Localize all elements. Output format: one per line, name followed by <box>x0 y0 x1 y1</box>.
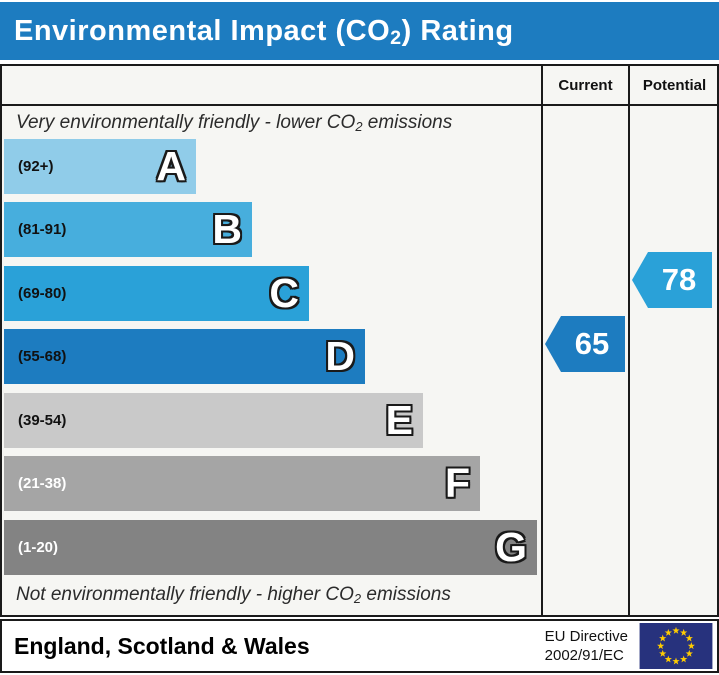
band-row-c: (69-80) C <box>4 266 309 321</box>
title-subscript: 2 <box>390 27 402 50</box>
potential-column-divider <box>628 66 630 615</box>
current-column-divider <box>541 66 543 615</box>
header-divider <box>2 104 717 106</box>
band-range: (92+) <box>18 158 54 175</box>
bottom-note: Not environmentally friendly - higher CO… <box>16 584 451 607</box>
band-range: (1-20) <box>18 539 59 556</box>
page-title: Environmental Impact (CO2) Rating <box>14 14 514 50</box>
band-range: (21-38) <box>18 475 67 492</box>
band-range: (69-80) <box>18 285 67 302</box>
column-header-current: Current <box>558 76 613 94</box>
band-row-f: (21-38) F <box>4 456 480 511</box>
region-label: England, Scotland & Wales <box>14 632 310 659</box>
band-letter: G <box>495 524 527 570</box>
title-bar: Environmental Impact (CO2) Rating <box>0 2 719 60</box>
band-range: (81-91) <box>18 221 67 238</box>
band-row-a: (92+) A <box>4 139 196 194</box>
eu-directive-label: EU Directive 2002/91/EC <box>544 627 628 665</box>
potential-marker: 78 <box>632 252 712 308</box>
band-letter: B <box>212 206 242 252</box>
rating-table: Current Potential Very environmentally f… <box>0 64 719 617</box>
column-header-potential: Potential <box>642 76 707 94</box>
band-row-d: (55-68) D <box>4 329 365 384</box>
band-letter: C <box>269 270 299 316</box>
current-value: 65 <box>574 326 610 361</box>
top-note: Very environmentally friendly - lower CO… <box>16 112 453 135</box>
band-row-g: (1-20) G <box>4 520 537 575</box>
band-row-b: (81-91) B <box>4 202 252 257</box>
current-marker: 65 <box>545 316 625 372</box>
eu-flag-icon <box>639 623 713 669</box>
band-letter: D <box>325 333 355 379</box>
band-letter: F <box>444 460 470 506</box>
band-range: (55-68) <box>18 348 67 365</box>
potential-value: 78 <box>661 262 697 297</box>
band-range: (39-54) <box>18 412 67 429</box>
band-row-e: (39-54) E <box>4 393 423 448</box>
band-letter: E <box>385 397 413 443</box>
band-letter: A <box>156 143 186 189</box>
footer: England, Scotland & Wales EU Directive 2… <box>0 619 719 673</box>
